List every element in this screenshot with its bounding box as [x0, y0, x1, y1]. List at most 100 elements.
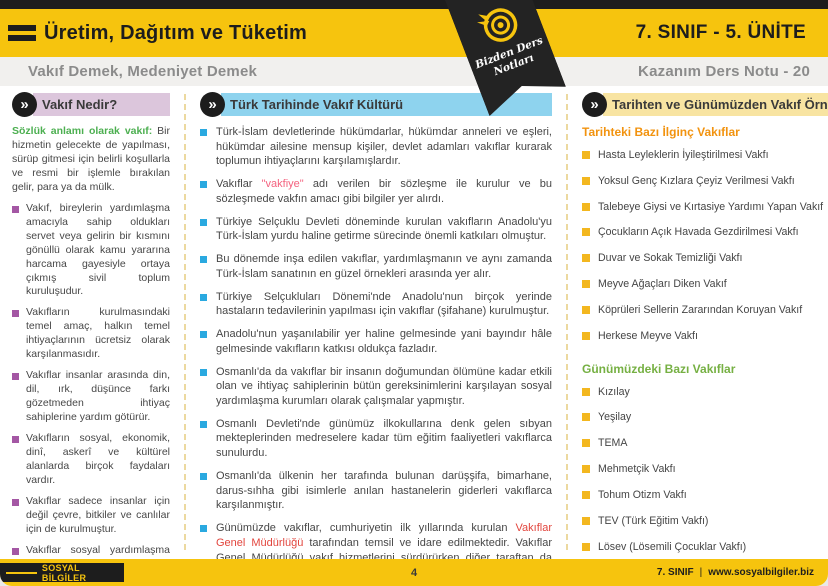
- bullet-square-icon: [12, 205, 19, 213]
- column3-title: Tarihten ve Günümüzden Vakıf Örnekleri: [603, 93, 828, 116]
- list-item: Osmanlı'da ülkenin her tarafında bulunan…: [200, 469, 552, 513]
- bullet-square-icon: [200, 368, 207, 376]
- list-item: Anadolu'nun yaşanılabilir yer haline gel…: [200, 327, 552, 356]
- list-item: Osmanlı'da da vakıflar bir insanın doğum…: [200, 365, 552, 409]
- footer-site-info: 7. SINIF | www.sosyalbilgiler.biz: [657, 567, 814, 578]
- bullet-square-icon: [582, 176, 590, 185]
- column2-header: » Türk Tarihinde Vakıf Kültürü: [200, 92, 552, 117]
- list-item: Talebeye Giysi ve Kırtasiye Yardımı Yapa…: [582, 200, 828, 215]
- list-item: Vakıf, bireylerin yardımlaşma amacıyla s…: [12, 202, 170, 300]
- column-vakif-nedir: » Vakıf Nedir? Sözlük anlamı olarak vakı…: [12, 92, 170, 584]
- definition-label: Sözlük anlamı olarak vakıf:: [12, 125, 153, 137]
- column-divider: [184, 94, 186, 550]
- bullet-square-icon: [12, 547, 19, 555]
- list-item: Vakıflar "vakfiye" adı verilen bir sözle…: [200, 177, 552, 206]
- modern-vakiflar-subheader: Günümüzdeki Bazı Vakıflar: [582, 361, 736, 376]
- list-item: Osmanlı Devleti'nde günümüz ilkokulların…: [200, 417, 552, 461]
- bullet-square-icon: [582, 151, 590, 159]
- list-item: Vakıfların kurulmasındaki temel amaç, ha…: [12, 306, 170, 362]
- unit-title: 7. SINIF - 5. ÜNİTE: [635, 22, 806, 43]
- page-title: Üretim, Dağıtım ve Tüketim: [44, 21, 308, 44]
- bullet-square-icon: [582, 490, 590, 499]
- bullet-square-icon: [582, 305, 590, 314]
- bullet-square-icon: [582, 516, 590, 525]
- list-item: Kızılay: [582, 385, 828, 400]
- bullet-square-icon: [200, 525, 207, 533]
- target-logo-icon: [472, 0, 526, 53]
- column3-header: » Tarihten ve Günümüzden Vakıf Örnekleri: [582, 92, 828, 117]
- bullet-square-icon: [200, 472, 207, 480]
- footer-website: www.sosyalbilgiler.biz: [708, 567, 814, 578]
- subheader-band: Vakıf Demek, Medeniyet Demek Kazanım Der…: [0, 57, 828, 86]
- top-black-bar: [0, 0, 828, 9]
- bullet-square-icon: [582, 387, 590, 396]
- chevron-circle-icon: »: [200, 92, 225, 117]
- chevron-circle-icon: »: [12, 92, 37, 117]
- bullet-square-icon: [582, 542, 590, 551]
- list-item: Mehmetçik Vakfı: [582, 462, 828, 477]
- list-item: Türkiye Selçukluları Dönemi'nde Anadolu'…: [200, 290, 552, 319]
- bullet-square-icon: [200, 293, 207, 301]
- list-item: Yeşilay: [582, 410, 828, 425]
- list-item: Çocukların Açık Havada Gezdirilmesi Vakf…: [582, 225, 828, 240]
- list-item: Vakıflar insanlar arasında din, dil, ırk…: [12, 369, 170, 425]
- list-item: Herkese Meyve Vakfı: [582, 329, 828, 344]
- bullet-square-icon: [200, 181, 207, 189]
- bullet-square-icon: [200, 256, 207, 264]
- list-item: Köprüleri Sellerin Zararından Koruyan Va…: [582, 303, 828, 318]
- bullet-square-icon: [12, 436, 19, 444]
- bullet-square-icon: [582, 439, 590, 448]
- list-item: Duvar ve Sokak Temizliği Vakfı: [582, 251, 828, 266]
- brand-ribbon: Bizden Ders Notları: [440, 0, 566, 116]
- list-item: TEV (Türk Eğitim Vakfı): [582, 514, 828, 529]
- list-item: Vakıfların sosyal, ekonomik, dinî, asker…: [12, 432, 170, 488]
- subject-label: SOSYAL BİLGİLER: [41, 562, 87, 583]
- list-item: Tohum Otizm Vakfı: [582, 488, 828, 503]
- historic-vakiflar-subheader: Tarihteki Bazı İlginç Vakıflar: [582, 125, 740, 139]
- column2-title: Türk Tarihinde Vakıf Kültürü: [221, 93, 552, 116]
- bullet-square-icon: [582, 280, 590, 289]
- equals-icon: [8, 25, 36, 41]
- badge-line-icon: [6, 571, 37, 574]
- bullet-square-icon: [582, 413, 590, 422]
- list-item: TEMA: [582, 436, 828, 451]
- bullet-square-icon: [200, 420, 207, 428]
- footer-grade: 7. SINIF: [656, 567, 694, 578]
- list-item: Türk-İslam devletlerinde hükümdarlar, hü…: [200, 125, 552, 169]
- page-number: 4: [410, 566, 418, 579]
- column-vakif-kulturu: » Türk Tarihinde Vakıf Kültürü Türk-İsla…: [200, 92, 552, 586]
- content-area: » Vakıf Nedir? Sözlük anlamı olarak vakı…: [0, 86, 828, 586]
- footer-bar: 4 SOSYAL BİLGİLER 7. SINIF | www.sosyalbil…: [0, 559, 828, 586]
- bullet-square-icon: [582, 465, 590, 474]
- chevron-circle-icon: »: [582, 92, 607, 117]
- list-item: Yoksul Genç Kızlara Çeyiz Verilmesi Vakf…: [582, 174, 828, 189]
- list-item: Türkiye Selçuklu Devleti döneminde kurul…: [200, 215, 552, 244]
- list-item: Hasta Leyleklerin İyileştirilmesi Vakfı: [582, 148, 828, 163]
- definition-text: Bir hizmetin gelecekte de yapılması, sür…: [12, 125, 171, 193]
- bullet-square-icon: [582, 228, 590, 237]
- header-band: Üretim, Dağıtım ve Tüketim 7. SINIF - 5.…: [0, 9, 828, 57]
- bullet-square-icon: [582, 202, 590, 211]
- bullet-square-icon: [200, 218, 207, 226]
- bullet-square-icon: [582, 254, 590, 263]
- bullet-square-icon: [12, 373, 19, 381]
- footer-separator: |: [699, 567, 703, 578]
- column1-header: » Vakıf Nedir?: [12, 92, 170, 117]
- subject-badge: SOSYAL BİLGİLER: [0, 562, 124, 583]
- bullet-square-icon: [12, 310, 19, 318]
- bullet-square-icon: [200, 129, 207, 136]
- topic-subtitle: Vakıf Demek, Medeniyet Demek: [28, 63, 258, 80]
- column-vakif-ornekleri: » Tarihten ve Günümüzden Vakıf Örnekleri…: [582, 92, 828, 556]
- list-item: Bu dönemde inşa edilen vakıflar, yardıml…: [200, 252, 552, 281]
- list-item: Vakıflar sadece insanlar için değil çevr…: [12, 495, 170, 537]
- bullet-square-icon: [582, 331, 590, 340]
- header-left: Üretim, Dağıtım ve Tüketim: [8, 22, 307, 45]
- note-number: Kazanım Ders Notu - 20: [638, 63, 810, 80]
- bullet-square-icon: [200, 331, 207, 339]
- column1-title: Vakıf Nedir?: [33, 93, 170, 116]
- definition-paragraph: Sözlük anlamı olarak vakıf: Bir hizmetin…: [12, 125, 170, 195]
- list-item: Meyve Ağaçları Diken Vakıf: [582, 277, 828, 292]
- bullet-square-icon: [12, 498, 19, 506]
- column-divider: [566, 94, 568, 550]
